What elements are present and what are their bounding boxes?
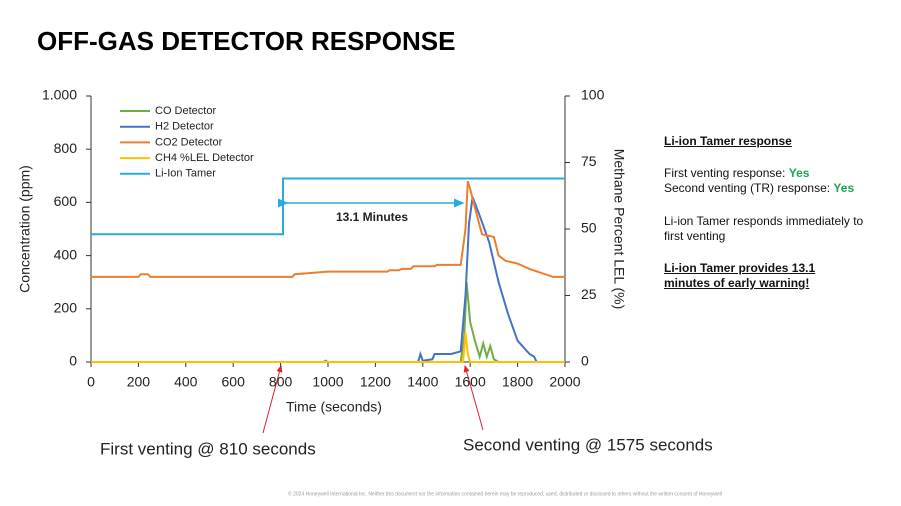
second-venting-arrow bbox=[463, 365, 484, 431]
x-tick-label: 2000 bbox=[549, 374, 580, 390]
y2-tick-label: 50 bbox=[581, 220, 597, 236]
panel-immediate: Li-ion Tamer responds immediately to fir… bbox=[664, 214, 864, 243]
y-axis-label: Concentration (ppm) bbox=[17, 165, 33, 293]
y2-tick-label: 75 bbox=[581, 153, 597, 169]
slide-title: OFF-GAS DETECTOR RESPONSE bbox=[37, 26, 455, 56]
series-line bbox=[91, 332, 565, 363]
series-line bbox=[91, 177, 565, 236]
first-venting-arrow bbox=[262, 365, 283, 434]
x-axis-label: Time (seconds) bbox=[286, 399, 382, 415]
legend-label: CO2 Detector bbox=[155, 136, 223, 148]
x-tick-label: 600 bbox=[222, 374, 246, 390]
x-tick-label: 0 bbox=[87, 374, 95, 390]
y-tick-label: 1.000 bbox=[42, 87, 77, 103]
first-response: First venting response: bbox=[664, 166, 789, 180]
y-tick-label: 800 bbox=[54, 140, 78, 156]
first-venting-label: First venting @ 810 seconds bbox=[100, 439, 316, 458]
legend-label: CH4 %LEL Detector bbox=[155, 152, 254, 164]
series-line bbox=[91, 282, 565, 363]
panel-warning: Li-ion Tamer provides 13.1 minutes of ea… bbox=[664, 261, 816, 290]
interval-label: 13.1 Minutes bbox=[336, 210, 408, 224]
legend-label: Li-Ion Tamer bbox=[155, 168, 216, 180]
y-tick-label: 400 bbox=[54, 246, 78, 262]
series-line bbox=[91, 196, 565, 363]
legend-label: CO Detector bbox=[155, 105, 216, 117]
footer: © 2024 Honeywell International Inc. Neit… bbox=[288, 490, 722, 497]
x-tick-label: 400 bbox=[174, 374, 198, 390]
second-venting-label: Second venting @ 1575 seconds bbox=[463, 435, 713, 454]
panel-responses: First venting response: Yes Second venti… bbox=[664, 166, 884, 196]
legend-label: H2 Detector bbox=[155, 121, 214, 133]
y2-tick-label: 25 bbox=[581, 286, 597, 302]
second-response: Second venting (TR) response: bbox=[664, 181, 834, 195]
x-tick-label: 1800 bbox=[502, 374, 533, 390]
x-tick-label: 1000 bbox=[312, 374, 343, 390]
y2-tick-label: 100 bbox=[581, 87, 605, 103]
panel-heading: Li-ion Tamer response bbox=[664, 134, 792, 148]
x-tick-label: 800 bbox=[269, 374, 293, 390]
x-tick-label: 1200 bbox=[360, 374, 391, 390]
y-tick-label: 600 bbox=[54, 193, 78, 209]
y-tick-label: 200 bbox=[54, 300, 78, 316]
x-tick-label: 200 bbox=[127, 374, 151, 390]
y-tick-label: 0 bbox=[69, 353, 77, 369]
x-tick-label: 1600 bbox=[455, 374, 486, 390]
second-answer: Yes bbox=[833, 181, 855, 195]
series-line bbox=[91, 180, 565, 278]
y2-tick-label: 0 bbox=[581, 353, 589, 369]
x-tick-label: 1400 bbox=[407, 374, 438, 390]
first-answer: Yes bbox=[788, 166, 810, 180]
y2-axis-label: Methane Percent LEL (%) bbox=[611, 149, 627, 310]
